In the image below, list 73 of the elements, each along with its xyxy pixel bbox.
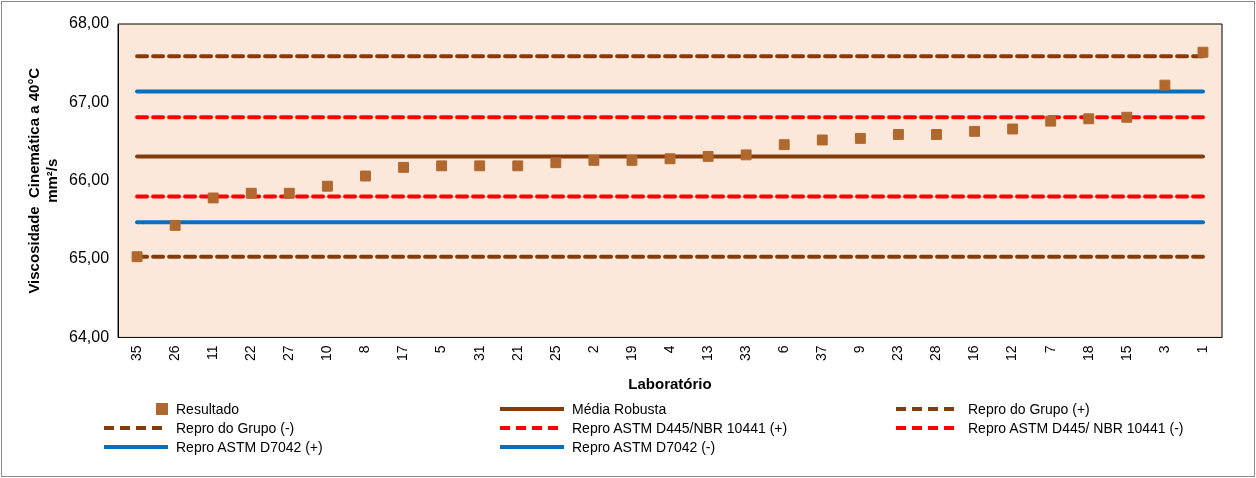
point — [1159, 79, 1171, 91]
point — [512, 160, 524, 172]
x-tick-label: 33 — [737, 345, 754, 362]
point — [854, 132, 866, 144]
x-tick-label: 18 — [1079, 345, 1096, 362]
x-tick-label: 2 — [584, 345, 601, 354]
x-tick-label: 23 — [889, 345, 906, 362]
x-tick-label: 4 — [660, 345, 677, 354]
x-tick-label: 27 — [280, 345, 297, 362]
point — [360, 170, 371, 182]
x-tick-label: 10 — [318, 345, 335, 362]
x-tick-label: 25 — [546, 345, 563, 362]
legend-label: Repro do Grupo (+) — [968, 401, 1090, 417]
point — [550, 157, 562, 169]
point — [169, 219, 181, 231]
x-tick-label: 3 — [1155, 345, 1172, 354]
point — [588, 154, 600, 166]
point — [1197, 46, 1209, 58]
legend-label: Repro ASTM D445/ NBR 10441 (-) — [968, 420, 1184, 436]
x-tick-label: 15 — [1117, 345, 1134, 362]
x-axis-title: Laboratório — [628, 375, 712, 393]
x-tick-label: 13 — [698, 345, 715, 362]
x-tick-label: 28 — [927, 345, 944, 362]
x-tick-label: 37 — [813, 345, 830, 362]
x-tick-label: 16 — [965, 345, 982, 362]
x-tick-label: 22 — [242, 345, 259, 362]
x-tick-label: 35 — [127, 345, 144, 362]
x-tick-label: 11 — [204, 345, 221, 360]
point — [245, 187, 257, 199]
point — [626, 154, 638, 166]
x-tick-label: 21 — [508, 345, 525, 362]
point — [474, 160, 486, 172]
point — [778, 139, 790, 151]
point — [321, 180, 333, 192]
y-tick-label: 66,00 — [68, 171, 110, 189]
x-tick-label: 1 — [1193, 345, 1210, 354]
y-tick-label: 67,00 — [68, 92, 110, 110]
x-tick-label: 19 — [622, 345, 639, 362]
x-tick-label: 5 — [432, 345, 449, 354]
y-axis-title: Viscosidade Cinemática a 40°C mm²/s — [25, 67, 61, 294]
x-tick-label: 6 — [775, 345, 792, 354]
point — [664, 153, 676, 165]
legend-label: Resultado — [176, 401, 240, 417]
point — [207, 192, 219, 204]
legend-label: Repro ASTM D7042 (-) — [572, 439, 716, 455]
point — [1083, 113, 1095, 125]
point — [969, 125, 981, 137]
point — [931, 129, 942, 140]
legend-label: Média Robusta — [572, 401, 667, 417]
x-tick-label: 8 — [356, 345, 373, 354]
y-tick-label: 65,00 — [68, 249, 110, 267]
point — [131, 251, 143, 263]
y-tick-label: 64,00 — [68, 327, 110, 345]
point — [702, 150, 714, 162]
x-tick-label: 9 — [851, 345, 868, 354]
point — [283, 187, 295, 199]
legend-label: Repro ASTM D7042 (+) — [176, 439, 323, 455]
x-tick-label: 31 — [470, 345, 487, 362]
point — [816, 134, 828, 146]
point — [1007, 123, 1019, 135]
point — [892, 129, 904, 140]
y-tick-label: 68,00 — [68, 14, 110, 32]
x-tick-label: 17 — [394, 345, 411, 362]
point — [398, 161, 409, 173]
point — [1121, 111, 1133, 123]
x-tick-label: 7 — [1041, 345, 1058, 354]
point — [1045, 115, 1057, 127]
point — [740, 149, 752, 161]
legend-label: Repro ASTM D445/NBR 10441 (+) — [572, 420, 788, 436]
point — [436, 160, 448, 172]
x-tick-label: 12 — [1003, 345, 1020, 362]
legend-label: Repro do Grupo (-) — [176, 420, 295, 436]
x-tick-label: 26 — [166, 345, 182, 362]
